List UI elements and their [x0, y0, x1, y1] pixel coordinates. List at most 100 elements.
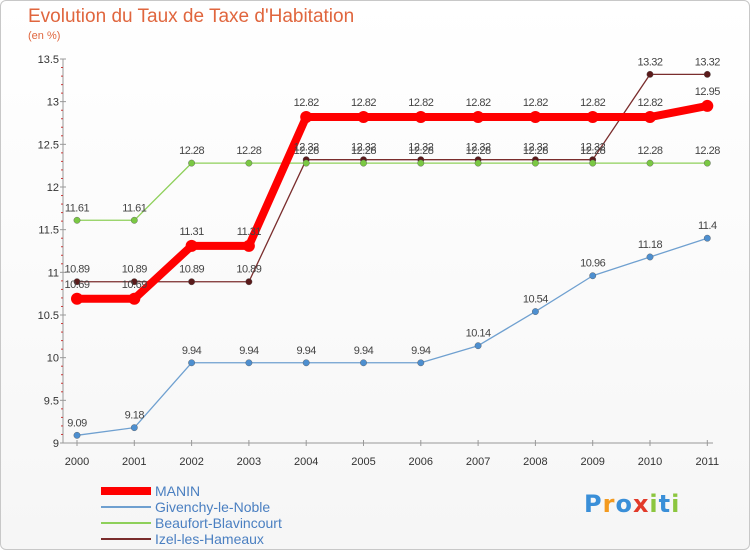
data-labels-layer: 10.89 10.89 10.89 10.89 12.32 12.32 12.32 12.32… — [64, 56, 720, 429]
data-label-beaufort-blavincourt: 12.28 — [294, 145, 319, 157]
data-point-givenchy-le-noble — [130, 424, 138, 432]
data-point-givenchy-le-noble — [360, 359, 367, 367]
data-point-manin — [644, 111, 656, 124]
x-tick-label: 2009 — [580, 456, 604, 468]
data-label-manin: 12.82 — [523, 97, 548, 109]
data-point-manin — [300, 111, 313, 124]
data-label-givenchy-le-noble: 9.94 — [354, 345, 374, 357]
logo-letter: t — [658, 490, 672, 518]
data-point-givenchy-le-noble — [532, 308, 539, 315]
data-point-manin — [472, 111, 485, 124]
y-tick-label: 10 — [47, 353, 59, 365]
chart-title: Evolution du Taux de Taxe d'Habitation — [28, 6, 355, 27]
data-label-manin: 12.82 — [294, 97, 319, 109]
data-point-givenchy-le-noble — [73, 431, 81, 439]
data-label-givenchy-le-noble: 9.09 — [67, 417, 87, 429]
data-point-givenchy-le-noble — [417, 359, 425, 367]
x-tick-label: 2007 — [466, 456, 490, 468]
data-label-manin: 11.31 — [179, 226, 204, 238]
y-tick-label: 10.5 — [38, 310, 59, 322]
data-point-izel-les-hameaux — [73, 278, 81, 286]
data-point-manin — [529, 111, 542, 124]
data-label-givenchy-le-noble: 9.94 — [296, 345, 316, 357]
x-tick-label: 2003 — [237, 456, 261, 468]
x-tick-label: 2002 — [179, 456, 203, 468]
data-point-izel-les-hameaux — [188, 278, 196, 286]
data-point-izel-les-hameaux — [245, 278, 253, 286]
series-line-givenchy-le-noble — [76, 237, 708, 436]
data-label-manin: 10.69 — [64, 279, 89, 291]
data-point-manin — [185, 239, 198, 252]
data-point-manin — [71, 292, 83, 305]
legend-label-manin: MANIN — [155, 483, 200, 499]
logo-letter: r — [602, 490, 616, 518]
data-point-beaufort-blavincourt — [646, 159, 654, 167]
data-point-beaufort-blavincourt — [188, 159, 196, 167]
data-point-givenchy-le-noble — [703, 234, 711, 242]
chart-subtitle: (en %) — [28, 30, 61, 42]
data-point-beaufort-blavincourt — [589, 159, 597, 167]
series-line-izel-les-hameaux — [76, 73, 708, 283]
logo-letter: P — [584, 490, 603, 518]
data-point-beaufort-blavincourt — [474, 159, 482, 167]
chart-axes: 9 9.5 10 10.5 11 11.5 12 12.5 13 13.5 2000 2001 2002… — [38, 54, 720, 468]
data-label-beaufort-blavincourt: 12.28 — [179, 145, 204, 157]
data-point-beaufort-blavincourt — [245, 159, 253, 167]
x-tick-label: 2005 — [351, 456, 375, 468]
data-point-manin — [701, 99, 714, 112]
data-point-givenchy-le-noble — [188, 359, 196, 367]
data-point-beaufort-blavincourt — [703, 159, 711, 167]
data-label-manin: 12.82 — [580, 97, 605, 109]
legend-label-beaufort-blavincourt: Beaufort-Blavincourt — [155, 515, 282, 531]
data-label-givenchy-le-noble: 9.18 — [125, 410, 145, 422]
data-label-givenchy-le-noble: 10.14 — [466, 328, 491, 340]
data-label-beaufort-blavincourt: 11.61 — [122, 202, 147, 214]
data-label-izel-les-hameaux: 12.32 — [466, 142, 491, 154]
data-point-manin — [357, 111, 370, 124]
legend: MANINGivenchy-le-NobleBeaufort-Blavincou… — [101, 483, 282, 547]
data-label-givenchy-le-noble: 9.94 — [239, 345, 259, 357]
data-label-izel-les-hameaux: 13.32 — [695, 56, 720, 68]
data-label-beaufort-blavincourt: 12.28 — [351, 145, 376, 157]
data-label-manin: 12.95 — [695, 86, 720, 98]
data-label-manin: 12.82 — [351, 97, 376, 109]
y-tick-label: 13.5 — [38, 54, 59, 66]
y-tick-label: 9.5 — [44, 395, 59, 407]
data-label-beaufort-blavincourt: 12.28 — [580, 145, 605, 157]
data-label-manin: 11.31 — [237, 226, 262, 238]
data-label-manin: 12.82 — [408, 97, 433, 109]
data-label-givenchy-le-noble: 10.54 — [523, 294, 548, 306]
data-point-beaufort-blavincourt — [73, 216, 81, 224]
y-tick-label: 11 — [48, 267, 59, 279]
data-label-beaufort-blavincourt: 12.28 — [637, 145, 662, 157]
legend-label-izel-les-hameaux: Izel-les-Hameaux — [155, 531, 264, 547]
data-label-givenchy-le-noble: 10.96 — [580, 258, 605, 270]
data-label-izel-les-hameaux: 12.32 — [294, 142, 319, 154]
x-tick-label: 2006 — [409, 456, 433, 468]
data-point-givenchy-le-noble — [474, 342, 482, 350]
x-tick-label: 2004 — [294, 456, 318, 468]
data-label-izel-les-hameaux: 10.89 — [122, 264, 147, 276]
data-label-givenchy-le-noble: 11.18 — [638, 239, 663, 251]
data-point-beaufort-blavincourt — [360, 159, 367, 167]
data-point-izel-les-hameaux — [130, 278, 138, 286]
data-point-manin — [586, 111, 599, 124]
data-point-givenchy-le-noble — [245, 359, 253, 367]
data-point-izel-les-hameaux — [703, 70, 711, 78]
y-tick-label: 13 — [47, 97, 59, 109]
data-label-manin: 12.82 — [466, 97, 491, 109]
data-label-beaufort-blavincourt: 12.28 — [408, 145, 433, 157]
y-tick-label: 12 — [47, 182, 59, 194]
x-tick-label: 2008 — [523, 456, 547, 468]
data-label-givenchy-le-noble: 9.94 — [182, 345, 202, 357]
data-label-izel-les-hameaux: 12.32 — [351, 142, 376, 154]
logo-letter: i — [671, 490, 681, 518]
data-point-beaufort-blavincourt — [417, 159, 425, 167]
legend-label-givenchy-le-noble: Givenchy-le-Noble — [155, 499, 270, 515]
logo-letter: o — [615, 490, 633, 518]
data-label-izel-les-hameaux: 10.89 — [179, 264, 204, 276]
data-label-beaufort-blavincourt: 12.28 — [523, 145, 548, 157]
data-label-givenchy-le-noble: 9.94 — [411, 345, 431, 357]
data-label-beaufort-blavincourt: 11.61 — [65, 202, 90, 214]
